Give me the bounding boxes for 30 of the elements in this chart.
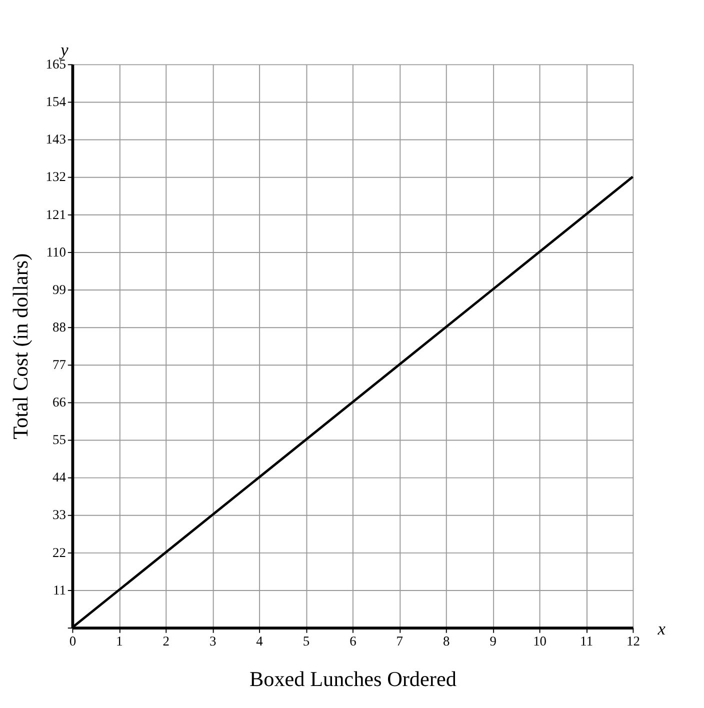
x-tick-label: 8 xyxy=(443,633,450,648)
y-tick-label: 99 xyxy=(52,282,66,297)
x-tick-label: 10 xyxy=(533,633,547,648)
y-tick-label: 121 xyxy=(46,206,66,222)
x-axis-title: Boxed Lunches Ordered xyxy=(249,666,457,691)
x-tick-label: 1 xyxy=(116,633,123,648)
x-tick-label: 3 xyxy=(209,633,216,648)
x-tick-label: 5 xyxy=(302,633,310,648)
y-tick-label: 154 xyxy=(46,94,66,110)
y-tick-label: 132 xyxy=(46,169,66,184)
x-tick-label: 6 xyxy=(350,633,357,648)
y-tick-label: 110 xyxy=(46,244,66,260)
x-tick-label: 2 xyxy=(162,633,170,648)
y-tick-label: 143 xyxy=(46,132,66,147)
y-tick-label: 11 xyxy=(53,582,66,598)
x-tick-label: 12 xyxy=(626,633,640,648)
y-tick-label: 22 xyxy=(52,544,66,560)
y-axis-title: Total Cost (in dollars) xyxy=(8,253,32,440)
text: x xyxy=(656,619,666,638)
x-tick-label: 7 xyxy=(396,633,404,648)
x-tick-label: 11 xyxy=(580,633,593,648)
x-tick-label: 9 xyxy=(490,633,497,648)
y-tick-label: 33 xyxy=(52,507,66,522)
y-tick-label: 44 xyxy=(52,470,66,485)
y-tick-label: 77 xyxy=(52,357,66,372)
x-tick-label: 0 xyxy=(69,633,76,648)
y-tick-label: 88 xyxy=(52,319,66,334)
y-tick-label: 55 xyxy=(52,432,66,448)
x-tick-label: 4 xyxy=(256,633,264,648)
y-tick-label: 66 xyxy=(52,394,66,410)
